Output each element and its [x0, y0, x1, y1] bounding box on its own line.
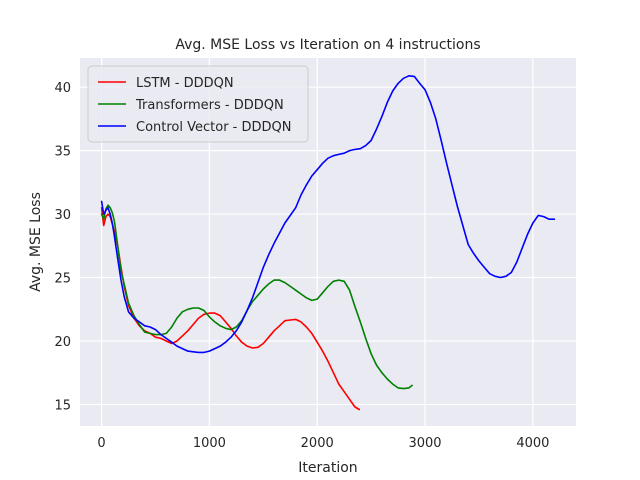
y-tick-label: 15: [54, 398, 71, 413]
chart-title: Avg. MSE Loss vs Iteration on 4 instruct…: [175, 37, 480, 53]
series-layer: [100, 75, 556, 411]
x-tick-label: 3000: [408, 436, 441, 451]
x-axis-ticks: 0 1000 2000 3000 4000: [97, 436, 549, 451]
x-tick-label: 0: [97, 436, 105, 451]
legend: LSTM - DDDQN Transformers - DDDQN Control …: [87, 65, 309, 143]
legend-label: Transformers - DDDQN: [135, 98, 284, 113]
x-tick-label: 4000: [516, 436, 549, 451]
y-tick-label: 35: [54, 145, 71, 160]
x-axis-title: Iteration: [298, 460, 357, 476]
y-tick-label: 40: [54, 81, 71, 96]
y-tick-label: 25: [54, 272, 71, 287]
legend-label: Control Vector - DDDQN: [136, 120, 292, 135]
x-tick-label: 1000: [193, 436, 226, 451]
x-tick-label: 2000: [301, 436, 334, 451]
y-tick-label: 20: [54, 335, 71, 350]
legend-label: LSTM - DDDQN: [136, 76, 234, 91]
y-tick-label: 30: [54, 208, 71, 223]
series-line-3: [100, 75, 556, 354]
y-axis-title: Avg. MSE Loss: [28, 192, 44, 292]
y-axis-ticks: 15 20 25 30 35 40: [54, 81, 71, 413]
grid: [80, 58, 576, 426]
legend-frame: [87, 65, 309, 143]
